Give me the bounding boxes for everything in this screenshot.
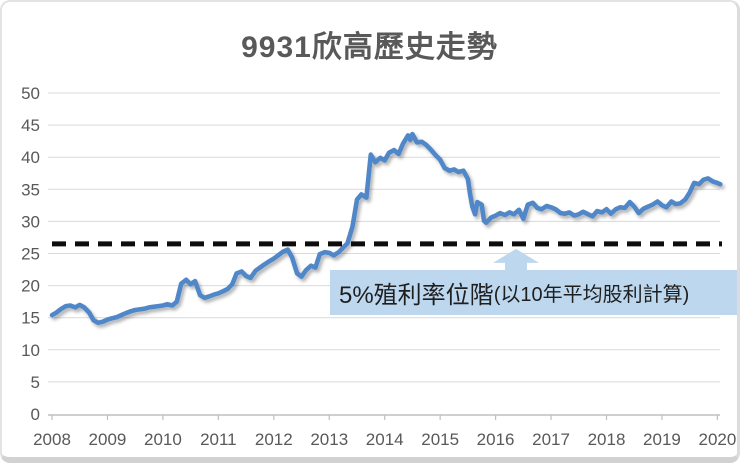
chart-title: 9931欣高歷史走勢 — [241, 31, 498, 64]
x-tick-label: 2010 — [144, 430, 182, 449]
annotation-callout: 5%殖利率位階 (以10年平均股利計算) — [330, 270, 737, 315]
x-tick-label: 2019 — [643, 430, 681, 449]
y-tick-label: 30 — [21, 212, 40, 231]
y-axis-labels: 0 5 10 15 20 25 30 35 40 45 50 — [21, 84, 40, 424]
price-series — [49, 131, 723, 326]
y-tick-label: 15 — [21, 309, 40, 328]
x-tick-label: 2009 — [89, 430, 127, 449]
y-tick-label: 25 — [21, 245, 40, 264]
x-tick-label: 2016 — [477, 430, 515, 449]
x-tick-label: 2008 — [33, 430, 71, 449]
annotation-text: 5%殖利率位階 — [339, 282, 494, 309]
y-tick-label: 40 — [21, 148, 40, 167]
x-tick-label: 2017 — [532, 430, 570, 449]
x-tick-label: 2018 — [588, 430, 626, 449]
x-axis — [48, 414, 720, 420]
x-tick-label: 2012 — [255, 430, 293, 449]
y-tick-label: 5 — [31, 373, 40, 392]
y-tick-label: 10 — [21, 341, 40, 360]
up-arrow-icon — [493, 248, 539, 271]
x-tick-label: 2015 — [421, 430, 459, 449]
x-tick-label: 2014 — [366, 430, 404, 449]
y-tick-label: 0 — [31, 405, 40, 424]
y-tick-label: 45 — [21, 116, 40, 135]
y-tick-label: 35 — [21, 180, 40, 199]
gridlines — [48, 92, 720, 383]
x-tick-label: 2013 — [310, 430, 348, 449]
price-line — [49, 131, 723, 326]
threshold-reference — [52, 241, 722, 271]
annotation-subtext: (以10年平均股利計算) — [493, 284, 690, 306]
y-tick-label: 20 — [21, 277, 40, 296]
x-tick-label: 2011 — [200, 430, 237, 449]
x-axis-labels: 2008 2009 2010 2011 2012 2013 2014 2015 2016 2017… — [33, 430, 736, 449]
x-tick-label: 2020 — [698, 430, 736, 449]
y-tick-label: 50 — [21, 84, 40, 103]
